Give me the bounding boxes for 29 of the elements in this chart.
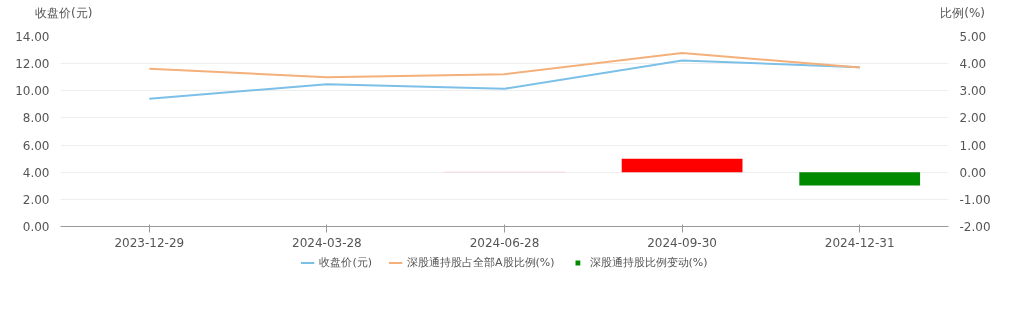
y2-tick-label: 2.00 bbox=[959, 111, 987, 126]
x-tick-label: 2024-03-28 bbox=[292, 235, 362, 250]
x-tick-label: 2024-09-30 bbox=[647, 235, 717, 250]
y-tick-label: 2.00 bbox=[22, 192, 50, 207]
y-axis-title: 收盘价(元) bbox=[35, 5, 93, 22]
x-tick-label: 2024-12-31 bbox=[824, 235, 895, 250]
y2-tick-label: 3.00 bbox=[959, 84, 987, 99]
y-tick-label: 12.00 bbox=[15, 57, 50, 72]
legend-label: 深股通持股比例变动(%) bbox=[589, 254, 708, 270]
y-tick-label: 4.00 bbox=[22, 165, 50, 180]
y2-tick-label: -2.00 bbox=[959, 220, 991, 234]
y2-tick-label: 1.00 bbox=[959, 138, 987, 153]
y-tick-label: 0.00 bbox=[22, 220, 50, 234]
y2-tick-label: 0.00 bbox=[959, 165, 987, 180]
bar bbox=[799, 172, 921, 186]
y2-tick-label: 5.00 bbox=[959, 30, 987, 44]
y-tick-label: 6.00 bbox=[22, 138, 50, 153]
x-tick-label: 2024-06-28 bbox=[469, 235, 540, 250]
y2-tick-label: 4.00 bbox=[959, 57, 987, 72]
line-series bbox=[148, 52, 861, 79]
y2-tick-label: -1.00 bbox=[959, 192, 991, 207]
x-tick-label: 2023-12-29 bbox=[114, 235, 185, 250]
legend-label: 收盘价(元) bbox=[319, 254, 372, 270]
bar bbox=[621, 158, 743, 173]
legend-label: 深股通持股占全部A股比例(%) bbox=[406, 254, 555, 270]
y-tick-label: 8.00 bbox=[22, 111, 50, 126]
y-tick-label: 10.00 bbox=[15, 84, 50, 99]
y2-axis-title: 比例(%) bbox=[940, 5, 985, 22]
y-tick-label: 14.00 bbox=[15, 30, 50, 44]
